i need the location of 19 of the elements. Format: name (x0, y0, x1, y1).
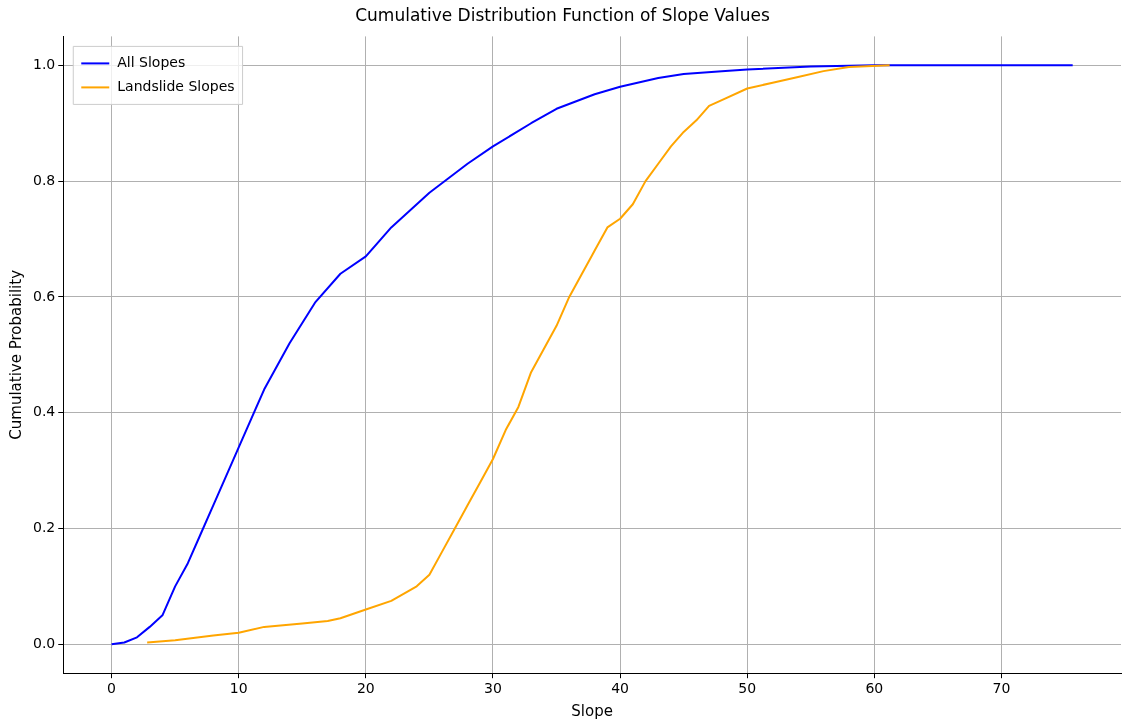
x-tick-label: 0 (107, 680, 117, 697)
y-tick-label: 0.6 (33, 287, 56, 304)
legend-label: Landslide Slopes (117, 78, 235, 95)
x-tick-label: 60 (865, 680, 884, 697)
x-tick-label: 10 (229, 680, 248, 697)
y-tick-label: 0.2 (33, 519, 56, 536)
chart-title: Cumulative Distribution Function of Slope Values (355, 4, 770, 25)
x-tick-label: 70 (992, 680, 1011, 697)
y-tick-label: 0.8 (33, 171, 56, 188)
y-tick-label: 1.0 (33, 55, 56, 72)
x-tick-label: 50 (738, 680, 757, 697)
x-tick-label: 20 (356, 680, 375, 697)
x-tick-label: 30 (484, 680, 502, 697)
y-tick-label: 0.4 (33, 403, 56, 420)
x-axis-title: Slope (571, 701, 613, 720)
x-tick-label: 40 (611, 680, 630, 697)
y-axis-title: Cumulative Probability (6, 269, 25, 440)
legend-label: All Slopes (117, 54, 186, 71)
y-tick-label: 0.0 (33, 634, 56, 651)
